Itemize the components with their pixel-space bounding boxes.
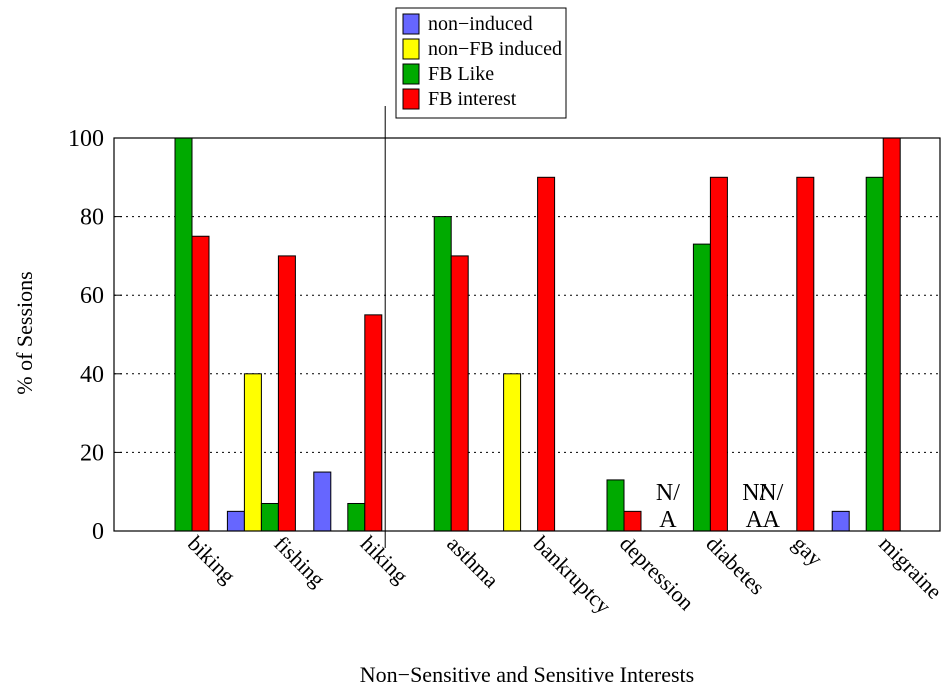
x-tick-label-gay: gay xyxy=(788,531,828,571)
bar-depression-fb-like xyxy=(606,479,625,532)
bar-bankruptcy-non-fb-induced xyxy=(503,373,522,532)
legend-label-fb-like: FB Like xyxy=(428,63,494,85)
x-tick-label-depression: depression xyxy=(615,531,699,615)
legend-box xyxy=(395,7,567,119)
plot-frame xyxy=(113,137,941,532)
legend-label-non-induced: non−induced xyxy=(428,13,533,35)
legend-swatch-non-fb-induced xyxy=(402,38,420,60)
bar-diabetes-fb-interest xyxy=(709,176,728,532)
legend: non−induced non−FB induced FB Like FB inter… xyxy=(395,7,567,119)
legend-label-non-fb-induced: non−FB induced xyxy=(428,38,562,60)
annotations: N/AN/AN/A xyxy=(656,480,784,533)
x-tick-label-biking: biking xyxy=(183,531,240,588)
na-annotation-gay: A xyxy=(746,507,764,533)
x-axis-ticks: biking fishing hiking asthma bankruptcydepre… xyxy=(183,531,943,619)
na-annotation-gay: N/ xyxy=(759,480,783,506)
legend-swatch-fb-like xyxy=(402,63,420,85)
bar-asthma-fb-interest xyxy=(450,255,469,532)
y-tick-label: 40 xyxy=(80,362,104,388)
bar-hiking-fb-interest xyxy=(364,314,383,532)
bar-gay-fb-interest xyxy=(796,176,815,532)
bar-diabetes-fb-like xyxy=(692,243,711,532)
x-tick-label-migraine: migraine xyxy=(874,531,943,604)
y-tick-label: 20 xyxy=(80,440,104,466)
y-axis-label: % of Sessions xyxy=(12,271,37,394)
na-annotation-diabetes: N/ xyxy=(656,480,680,506)
legend-label-fb-interest: FB interest xyxy=(428,88,517,110)
y-tick-label: 100 xyxy=(68,126,104,152)
x-axis-label: Non−Sensitive and Sensitive Interests xyxy=(360,662,694,687)
na-annotation-gay: A xyxy=(763,507,781,533)
bar-migraine-non-induced xyxy=(831,510,850,532)
bar-biking-fb-like xyxy=(174,137,193,532)
bar-migraine-fb-like xyxy=(865,176,884,532)
bars xyxy=(174,137,901,532)
na-annotation-gay: N/ xyxy=(742,480,766,506)
x-tick-label-hiking: hiking xyxy=(356,531,413,588)
bar-fishing-non-fb-induced xyxy=(243,373,262,532)
x-tick-label-fishing: fishing xyxy=(269,531,330,592)
legend-swatch-non-induced xyxy=(402,13,420,35)
bar-fishing-non-induced xyxy=(226,510,245,532)
bar-fishing-fb-like xyxy=(260,502,279,532)
x-tick-label-bankruptcy: bankruptcy xyxy=(529,531,617,619)
bar-hiking-fb-like xyxy=(347,502,366,532)
bar-biking-fb-interest xyxy=(191,235,210,532)
y-tick-label: 0 xyxy=(92,519,104,545)
y-axis-ticks: 0 20 40 60 80 100 xyxy=(68,126,122,545)
y-tick-label: 80 xyxy=(80,205,104,231)
bar-asthma-fb-like xyxy=(433,216,452,532)
bar-hiking-non-induced xyxy=(313,471,332,532)
x-tick-label-asthma: asthma xyxy=(442,531,504,593)
x-tick-label-diabetes: diabetes xyxy=(701,531,770,600)
grid-lines xyxy=(114,216,940,453)
na-annotation-diabetes: A xyxy=(659,507,677,533)
bar-depression-fb-interest xyxy=(623,510,642,532)
legend-swatch-fb-interest xyxy=(402,88,420,110)
bar-fishing-fb-interest xyxy=(277,255,296,532)
y-tick-label: 60 xyxy=(80,283,104,309)
bar-migraine-fb-interest xyxy=(882,137,901,532)
bar-bankruptcy-fb-interest xyxy=(537,176,556,532)
